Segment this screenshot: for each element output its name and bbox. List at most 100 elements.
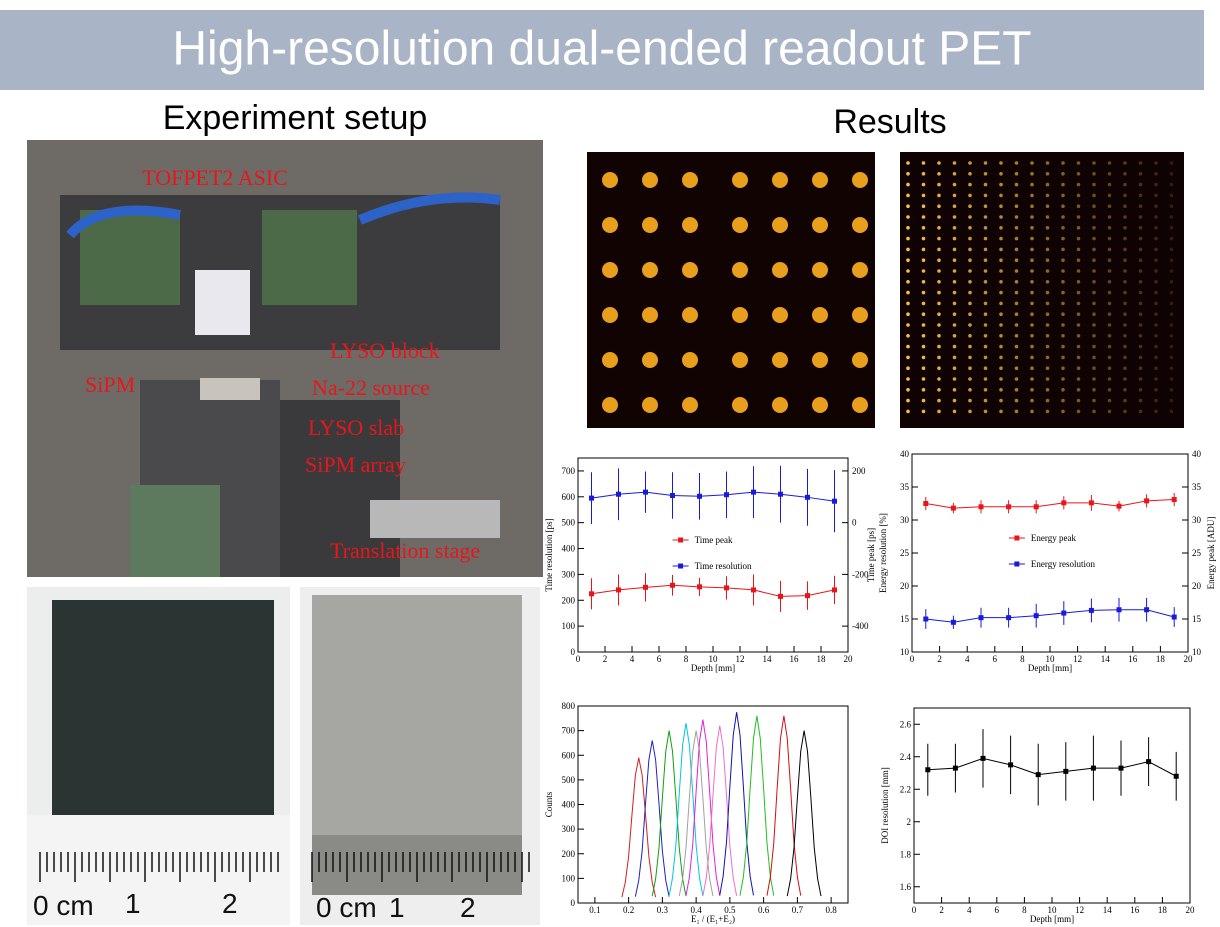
flood-spot <box>952 161 957 165</box>
data-point <box>950 619 956 625</box>
flood-spot <box>937 269 941 273</box>
flood-spot <box>1123 280 1127 284</box>
flood-spot <box>1107 193 1112 198</box>
x-tick-label: 0 <box>912 905 917 915</box>
flood-spot <box>1154 236 1158 241</box>
x-tick-label: 0 <box>576 654 581 664</box>
flood-spot <box>999 409 1003 414</box>
data-point <box>1146 759 1152 765</box>
flood-spot <box>1169 226 1174 230</box>
x-tick-label: 0.8 <box>826 905 838 915</box>
flood-spot <box>1061 258 1065 263</box>
flood-spot <box>1076 312 1081 317</box>
flood-spot <box>852 307 868 323</box>
flood-spot <box>952 377 957 381</box>
flood-spot <box>999 161 1003 165</box>
flood-spot <box>1138 215 1143 219</box>
y2-tick-label: 200 <box>852 466 866 476</box>
y-tick-label: 800 <box>562 701 576 711</box>
flood-spot <box>1107 236 1112 241</box>
y-tick-label: 600 <box>562 492 576 502</box>
flood-spot <box>1045 280 1050 284</box>
flood-spot <box>1045 312 1050 317</box>
flood-spot <box>1030 398 1034 403</box>
flood-spot <box>952 226 957 230</box>
flood-spot <box>1138 182 1143 187</box>
y-tick-label: 200 <box>562 849 576 859</box>
flood-spot <box>1138 377 1143 381</box>
flood-spot <box>1092 355 1096 360</box>
flood-spot <box>937 193 941 198</box>
flood-spot <box>968 377 972 381</box>
flood-spot <box>852 217 868 233</box>
flood-spot <box>1169 204 1174 208</box>
flood-spot <box>1076 182 1081 187</box>
flood-spot <box>937 398 941 403</box>
flood-spot <box>968 269 972 273</box>
flood-spot <box>1154 409 1158 414</box>
flood-spot <box>1030 290 1034 295</box>
flood-spot <box>1138 334 1143 338</box>
flood-spot <box>921 172 926 176</box>
flood-spot <box>921 290 926 295</box>
histogram-line <box>685 719 721 896</box>
flood-spot <box>1045 258 1050 263</box>
data-point <box>589 591 594 597</box>
flood-spot <box>1061 236 1065 241</box>
flood-spot <box>983 377 988 381</box>
flood-spot <box>1061 398 1065 403</box>
flood-map <box>587 152 875 428</box>
y-tick-label: 500 <box>562 518 576 528</box>
ruler-label: 0 cm <box>33 890 94 921</box>
flood-spot <box>1030 258 1034 263</box>
flood-spot <box>921 344 926 349</box>
flood-spot <box>1014 290 1019 295</box>
flood-spot <box>906 269 910 273</box>
flood-spot <box>921 366 926 371</box>
flood-spot <box>968 258 972 263</box>
flood-spot <box>732 217 748 233</box>
flood-spot <box>906 312 910 317</box>
flood-spot <box>1107 312 1112 317</box>
flood-spot <box>1154 290 1158 295</box>
flood-spot <box>1076 355 1081 360</box>
ruler-label: 0 cm <box>316 892 377 923</box>
data-point <box>778 491 783 497</box>
flood-spot <box>1014 280 1019 284</box>
y-tick-label: 1.6 <box>900 882 912 892</box>
x-tick-label: 6 <box>657 654 662 664</box>
flood-spot <box>1154 226 1158 230</box>
flood-spot <box>921 182 926 187</box>
flood-spot <box>1014 312 1019 317</box>
y2-tick-label: 25 <box>1192 548 1202 558</box>
flood-spot <box>1154 161 1158 165</box>
flood-spot <box>968 280 972 284</box>
flood-spot <box>999 355 1003 360</box>
flood-spot <box>1076 398 1081 403</box>
legend-label: Energy peak <box>1031 533 1077 543</box>
series-line <box>927 757 1177 777</box>
flood-spot <box>937 377 941 381</box>
flood-spot <box>1061 215 1065 219</box>
x-tick-label: 6 <box>993 654 998 664</box>
histogram-line <box>668 723 704 896</box>
flood-spot <box>1169 247 1174 252</box>
flood-spot <box>999 215 1003 219</box>
data-point <box>1035 772 1041 778</box>
y-tick-label: 700 <box>562 466 576 476</box>
flood-spot <box>968 388 972 392</box>
flood-spot <box>1169 355 1174 360</box>
flood-spot <box>1030 269 1034 273</box>
flood-spot <box>937 182 941 187</box>
flood-spot <box>732 307 748 323</box>
histogram-line <box>719 712 754 896</box>
flood-spot <box>682 217 698 233</box>
histogram-line <box>634 740 670 897</box>
flood-spot <box>1045 377 1050 381</box>
data-point <box>1088 607 1094 613</box>
flood-spot <box>952 193 957 198</box>
flood-spot <box>952 247 957 252</box>
flood-spot <box>1076 334 1081 338</box>
flood-spot <box>1107 247 1112 252</box>
histogram-line <box>678 730 714 897</box>
